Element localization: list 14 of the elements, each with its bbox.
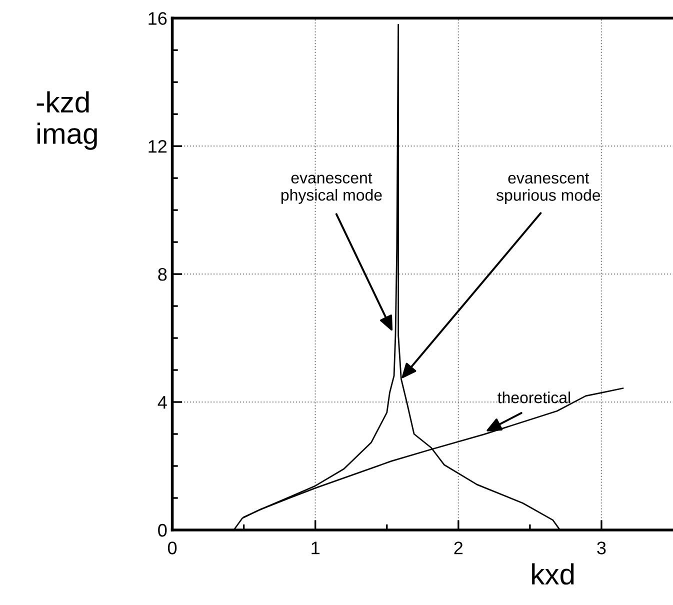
x-tick-label: 3 (597, 542, 606, 554)
annotation: theoretical (498, 392, 570, 404)
x-tick-label: 2 (454, 542, 463, 554)
y-tick-label: 4 (158, 396, 167, 409)
y-tick-label: 8 (158, 268, 167, 281)
x-tick-label: 1 (312, 542, 320, 554)
y-tick-label: 16 (148, 12, 167, 25)
annotation: evanescent physical mode (281, 173, 382, 204)
x-axis-title: kxd (532, 563, 574, 585)
annotation: evanescent spurious mode (496, 173, 600, 204)
y-tick-label: 12 (148, 140, 167, 153)
y-axis-title: -kzd imag (36, 91, 97, 150)
x-tick-label: 0 (168, 542, 177, 554)
y-tick-label: 0 (158, 524, 167, 537)
